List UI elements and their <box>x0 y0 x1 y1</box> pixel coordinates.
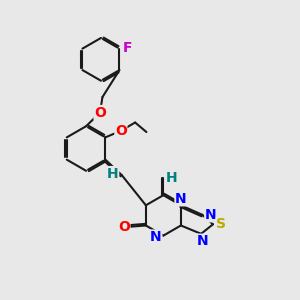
Text: N: N <box>197 234 208 248</box>
Text: O: O <box>94 106 106 119</box>
Text: N: N <box>150 230 162 244</box>
Text: N: N <box>175 192 187 206</box>
Text: S: S <box>216 217 226 231</box>
Text: H: H <box>166 171 178 185</box>
Text: O: O <box>115 124 127 138</box>
Text: F: F <box>123 41 133 55</box>
Text: N: N <box>205 208 216 222</box>
Text: H: H <box>107 167 118 181</box>
Text: O: O <box>118 220 130 234</box>
